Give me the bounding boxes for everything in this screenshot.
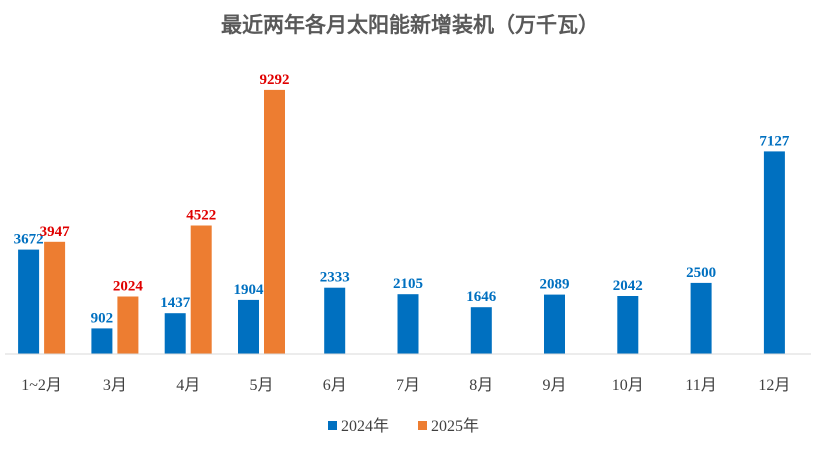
data-label-2024-0: 3672 bbox=[14, 232, 44, 248]
x-tick-label-6: 8月 bbox=[469, 377, 493, 394]
x-tick-label-5: 7月 bbox=[396, 377, 420, 394]
legend-label-2025: 2025年 bbox=[431, 417, 479, 435]
data-label-2024-3: 1904 bbox=[234, 282, 265, 298]
bar-2025-3 bbox=[264, 89, 285, 355]
x-tick-label-1: 3月 bbox=[103, 377, 127, 394]
x-tick-label-4: 6月 bbox=[323, 377, 347, 394]
bar-2024-2 bbox=[164, 313, 186, 354]
legend-label-2024: 2024年 bbox=[341, 417, 389, 435]
data-label-2024-1: 902 bbox=[91, 310, 114, 326]
x-tick-label-3: 5月 bbox=[249, 377, 273, 394]
x-tick-label-10: 12月 bbox=[758, 377, 790, 394]
bar-2024-7 bbox=[544, 294, 565, 354]
data-label-2024-10: 7127 bbox=[759, 133, 790, 149]
legend-swatch-2024 bbox=[328, 421, 337, 430]
data-label-2024-7: 2089 bbox=[540, 277, 570, 293]
legend: 2024年 2025年 bbox=[328, 417, 479, 435]
bar-2025-1 bbox=[117, 296, 139, 354]
bar-2024-3 bbox=[238, 299, 259, 354]
bars-layer bbox=[18, 89, 785, 355]
data-label-2025-3: 9292 bbox=[260, 72, 290, 88]
data-label-2024-9: 2500 bbox=[686, 265, 716, 281]
bar-2024-6 bbox=[470, 307, 492, 354]
data-label-2024-6: 1646 bbox=[466, 289, 497, 305]
bar-2024-1 bbox=[91, 328, 113, 354]
data-label-2025-1: 2024 bbox=[113, 279, 144, 295]
data-label-2024-4: 2333 bbox=[320, 270, 350, 286]
x-tick-label-2: 4月 bbox=[176, 377, 200, 394]
x-tick-label-9: 11月 bbox=[685, 377, 716, 394]
x-tick-label-0: 1~2月 bbox=[21, 377, 62, 394]
bar-2024-4 bbox=[324, 287, 346, 354]
data-label-2024-5: 2105 bbox=[393, 276, 423, 292]
x-tick-label-8: 10月 bbox=[612, 377, 644, 394]
x-tick-label-7: 9月 bbox=[542, 377, 566, 394]
x-axis-ticks: 1~2月 3月 4月 5月 6月 7月 8月 9月 10月 11月 12月 bbox=[21, 377, 790, 394]
bar-2024-9 bbox=[690, 282, 712, 354]
bar-2024-10 bbox=[763, 151, 785, 354]
data-label-2024-8: 2042 bbox=[613, 278, 643, 294]
chart-title: 最近两年各月太阳能新增装机（万千瓦） bbox=[221, 13, 599, 37]
legend-swatch-2025 bbox=[418, 421, 427, 430]
bar-2024-5 bbox=[397, 294, 419, 354]
bar-2025-0 bbox=[44, 241, 66, 354]
data-label-2025-2: 4522 bbox=[186, 208, 216, 224]
bar-2025-2 bbox=[190, 225, 212, 354]
bar-2024-0 bbox=[18, 249, 40, 354]
data-label-2025-0: 3947 bbox=[40, 224, 71, 240]
data-label-2024-2: 1437 bbox=[160, 295, 191, 311]
bar-2024-8 bbox=[617, 296, 639, 354]
